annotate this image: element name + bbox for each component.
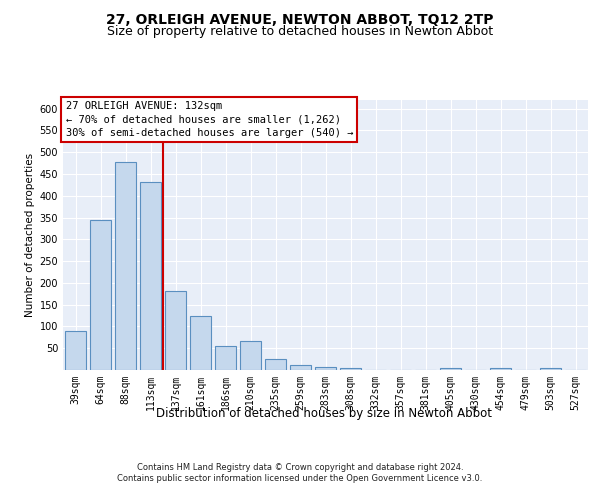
Bar <box>90 220 111 370</box>
Bar <box>115 162 136 370</box>
Text: Contains public sector information licensed under the Open Government Licence v3: Contains public sector information licen… <box>118 474 482 483</box>
Bar <box>140 182 161 370</box>
Text: 27 ORLEIGH AVENUE: 132sqm
← 70% of detached houses are smaller (1,262)
30% of se: 27 ORLEIGH AVENUE: 132sqm ← 70% of detac… <box>65 102 353 138</box>
Text: Contains HM Land Registry data © Crown copyright and database right 2024.: Contains HM Land Registry data © Crown c… <box>137 462 463 471</box>
Bar <box>165 291 186 370</box>
Bar <box>65 331 86 370</box>
Bar <box>290 365 311 370</box>
Bar <box>490 368 511 370</box>
Bar <box>215 346 236 370</box>
Bar <box>265 359 286 370</box>
Bar <box>340 368 361 370</box>
Y-axis label: Number of detached properties: Number of detached properties <box>25 153 35 317</box>
Text: Distribution of detached houses by size in Newton Abbot: Distribution of detached houses by size … <box>156 408 492 420</box>
Bar <box>190 316 211 370</box>
Bar <box>440 368 461 370</box>
Bar <box>315 366 336 370</box>
Bar <box>240 342 261 370</box>
Bar <box>540 368 561 370</box>
Text: 27, ORLEIGH AVENUE, NEWTON ABBOT, TQ12 2TP: 27, ORLEIGH AVENUE, NEWTON ABBOT, TQ12 2… <box>106 12 494 26</box>
Text: Size of property relative to detached houses in Newton Abbot: Size of property relative to detached ho… <box>107 25 493 38</box>
